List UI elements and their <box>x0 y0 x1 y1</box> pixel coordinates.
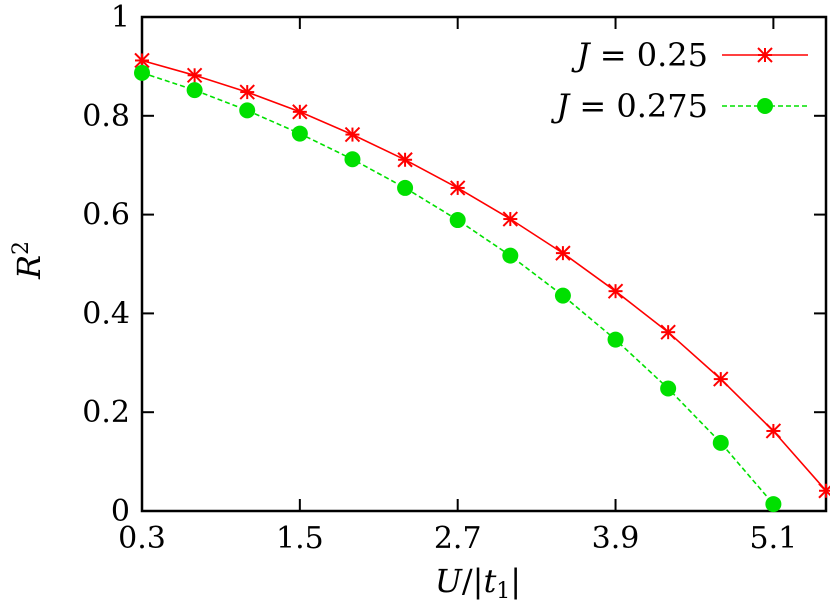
marker-stroke <box>555 245 571 261</box>
data-point <box>344 126 361 143</box>
marker-stroke <box>757 47 773 63</box>
data-point <box>186 82 203 99</box>
data-point <box>291 125 308 142</box>
legend-marker <box>757 47 773 63</box>
series-line <box>141 59 827 492</box>
plot-series <box>134 52 830 513</box>
y-axis-title: R2 <box>9 241 48 280</box>
y-tick-label: 1 <box>111 0 130 35</box>
x-tick-label: 5.1 <box>750 521 798 556</box>
x-axis-title: U/|t1| <box>435 562 521 600</box>
axes: 0 0.2 0.4 0.6 0.8 1 0.3 1.5 2.7 3.9 5.1 <box>82 0 828 556</box>
legend: J = 0.25 J = 0.275 <box>550 36 808 125</box>
data-point <box>660 324 676 340</box>
data-point <box>660 380 677 397</box>
x-tick-label: 0.3 <box>118 521 166 556</box>
data-point <box>186 67 203 83</box>
data-point <box>292 104 308 120</box>
marker-stroke <box>292 104 308 120</box>
marker-stroke <box>818 485 830 499</box>
y-tick-label: 0.6 <box>82 198 130 233</box>
y-tick-label: 0.8 <box>82 99 130 134</box>
marker-stroke <box>502 211 519 227</box>
data-point <box>607 283 624 299</box>
y-tick-label: 0.4 <box>82 296 130 331</box>
marker-stroke <box>660 324 676 340</box>
data-point <box>449 180 466 196</box>
legend-marker <box>757 98 773 114</box>
legend-label: J = 0.275 <box>550 87 708 125</box>
data-point <box>344 151 361 168</box>
data-point <box>502 247 519 264</box>
marker-stroke <box>239 84 255 100</box>
marker-stroke <box>134 52 150 69</box>
legend-label: J = 0.25 <box>571 36 708 74</box>
y-tick-label: 0.2 <box>82 395 130 430</box>
data-point <box>397 179 414 196</box>
series-2 <box>134 64 782 513</box>
x-tick-label: 3.9 <box>592 521 640 556</box>
marker-stroke <box>397 152 413 168</box>
marker-stroke <box>186 67 203 83</box>
data-point <box>555 245 571 261</box>
marker-stroke <box>765 423 782 439</box>
x-tick-label: 2.7 <box>434 521 482 556</box>
data-point <box>449 212 466 229</box>
marker-stroke <box>607 283 624 299</box>
series-line <box>141 72 775 505</box>
data-point <box>397 152 413 168</box>
x-tick-label: 1.5 <box>276 521 324 556</box>
data-point <box>713 371 729 387</box>
data-point <box>607 331 624 348</box>
data-point <box>239 84 255 100</box>
data-point <box>554 287 571 304</box>
data-point <box>818 483 830 499</box>
data-point <box>765 423 782 439</box>
plot-frame <box>140 15 828 513</box>
data-point <box>134 64 150 81</box>
data-point <box>712 434 729 451</box>
data-point <box>239 102 256 119</box>
data-point <box>502 211 519 227</box>
marker-stroke <box>449 180 466 196</box>
y-tick-label: 0 <box>111 494 130 529</box>
data-point <box>765 496 782 513</box>
series-1 <box>134 52 830 499</box>
marker-stroke <box>344 126 361 143</box>
marker-stroke <box>713 371 729 387</box>
